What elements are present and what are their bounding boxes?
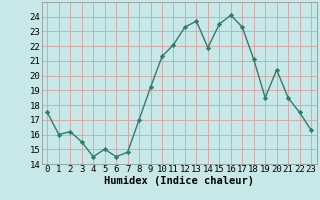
X-axis label: Humidex (Indice chaleur): Humidex (Indice chaleur) xyxy=(104,176,254,186)
